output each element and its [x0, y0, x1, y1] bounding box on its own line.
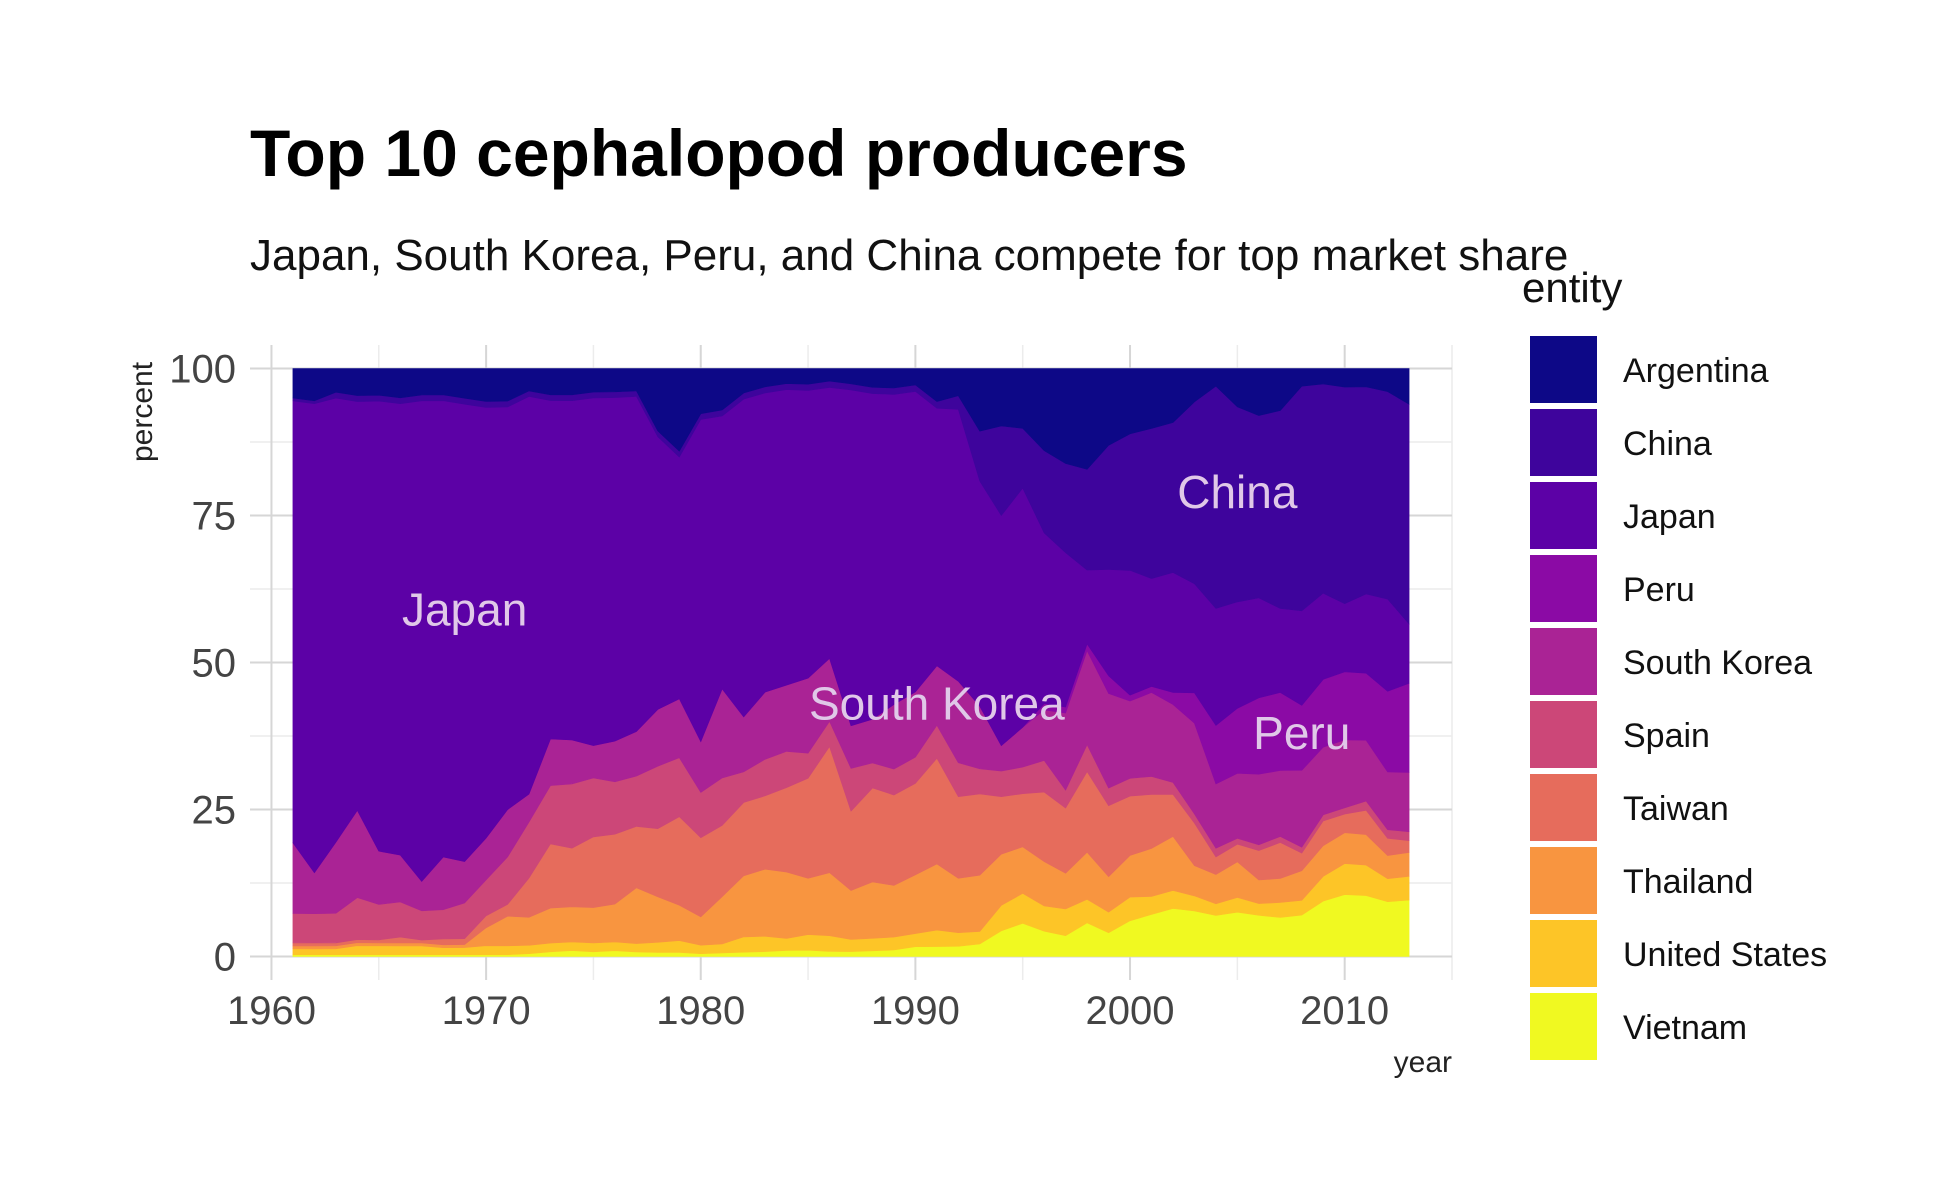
legend-swatch	[1530, 628, 1597, 695]
y-tick-label: 50	[192, 642, 237, 686]
legend-label: Peru	[1623, 571, 1695, 609]
x-axis-label: year	[1394, 1046, 1452, 1079]
legend-label: Japan	[1623, 498, 1716, 536]
area-annotations: Japan South Korea China Peru	[402, 466, 1350, 759]
chart-subtitle: Japan, South Korea, Peru, and China comp…	[250, 231, 1568, 280]
x-tick-label: 1980	[656, 989, 745, 1033]
x-tick-label: 2000	[1086, 989, 1175, 1033]
legend-swatch	[1530, 993, 1597, 1060]
y-axis-label: percent	[126, 361, 159, 462]
legend-swatch	[1530, 774, 1597, 841]
area-series	[292, 368, 1410, 957]
legend-label: China	[1623, 425, 1712, 463]
legend-label: Thailand	[1623, 863, 1753, 901]
y-axis-ticks: 0 25 50 75 100	[169, 348, 236, 980]
annotation-label: Peru	[1253, 707, 1350, 759]
legend-swatch	[1530, 336, 1597, 403]
legend-label: Spain	[1623, 717, 1710, 755]
legend-swatch	[1530, 555, 1597, 622]
chart-title: Top 10 cephalopod producers	[250, 116, 1188, 190]
legend-swatch	[1530, 847, 1597, 914]
y-tick-label: 75	[192, 495, 237, 539]
legend-swatch	[1530, 482, 1597, 549]
x-axis-ticks: 1960 1970 1980 1990 2000 2010	[227, 989, 1389, 1033]
legend-title: entity	[1522, 264, 1622, 311]
x-tick-label: 2010	[1300, 989, 1389, 1033]
y-tick-label: 0	[214, 935, 236, 979]
legend: entity Argentina China Japan Peru South Kore…	[1522, 264, 1827, 1060]
x-tick-label: 1990	[871, 989, 960, 1033]
legend-swatch	[1530, 409, 1597, 476]
y-tick-label: 100	[169, 348, 236, 392]
annotation-label: China	[1177, 466, 1298, 518]
legend-label: United States	[1623, 936, 1827, 974]
annotation-label: Japan	[402, 584, 527, 636]
y-tick-label: 25	[192, 788, 237, 832]
legend-label: South Korea	[1623, 644, 1812, 682]
x-tick-label: 1960	[227, 989, 316, 1033]
legend-label: Argentina	[1623, 352, 1769, 390]
x-tick-label: 1970	[442, 989, 531, 1033]
legend-label: Taiwan	[1623, 790, 1729, 828]
legend-swatch	[1530, 701, 1597, 768]
legend-label: Vietnam	[1623, 1009, 1747, 1047]
annotation-label: South Korea	[809, 678, 1065, 730]
legend-swatch	[1530, 920, 1597, 987]
area-argentina	[292, 368, 1410, 470]
